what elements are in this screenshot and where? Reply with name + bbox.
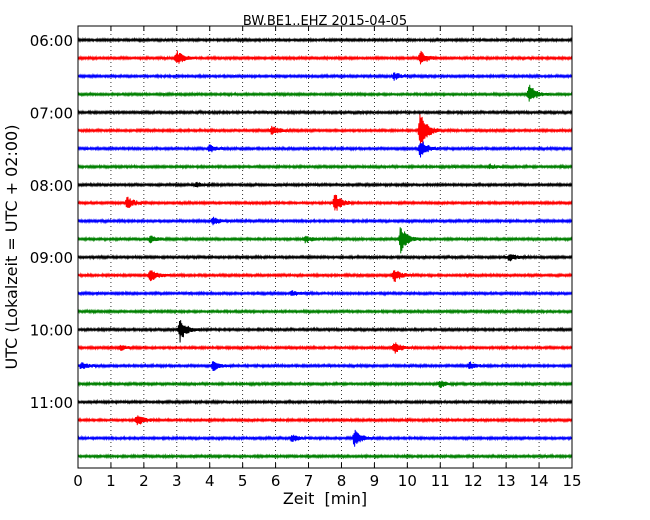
trace-1000 <box>77 320 573 343</box>
x-tick-label: 3 <box>172 472 182 490</box>
x-tick-label: 5 <box>238 472 248 490</box>
trace-0815 <box>77 194 573 211</box>
y-tick-label: 06:00 <box>30 32 73 50</box>
x-tick-label: 1 <box>106 472 116 490</box>
x-tick-label: 11 <box>431 472 450 490</box>
trace-0730 <box>77 141 573 158</box>
trace-0645 <box>77 84 573 102</box>
trace-1145 <box>77 453 573 460</box>
x-axis: 0 1 2 3 4 5 6 7 8 9 10 11 12 13 14 15 <box>73 26 582 490</box>
y-tick-label: 08:00 <box>30 177 73 195</box>
x-tick-label: 13 <box>497 472 516 490</box>
grid <box>110 26 540 468</box>
trace-0945 <box>77 308 573 315</box>
x-tick-label: 9 <box>370 472 380 490</box>
trace-0615 <box>77 50 573 65</box>
trace-0900 <box>77 253 573 262</box>
trace-0700 <box>77 109 573 116</box>
trace-group <box>77 36 573 460</box>
x-tick-label: 10 <box>398 472 417 490</box>
trace-0600 <box>77 36 573 44</box>
trace-0800 <box>77 181 573 189</box>
y-tick-label: 07:00 <box>30 104 73 122</box>
x-tick-label: 0 <box>73 472 83 490</box>
chart-title: BW.BE1..EHZ 2015-04-05 <box>243 14 407 29</box>
trace-0630 <box>77 72 573 81</box>
trace-1030 <box>77 361 573 372</box>
x-tick-label: 12 <box>464 472 483 490</box>
trace-0915 <box>77 270 573 282</box>
x-axis-label: Zeit [min] <box>283 489 367 508</box>
trace-1130 <box>77 429 573 447</box>
trace-1100 <box>77 398 573 406</box>
trace-0845 <box>77 227 573 254</box>
x-tick-label: 8 <box>337 472 347 490</box>
y-tick-label: 11:00 <box>30 394 73 412</box>
trace-1045 <box>77 380 573 389</box>
x-tick-label: 14 <box>530 472 549 490</box>
trace-1115 <box>77 415 573 426</box>
trace-1015 <box>77 342 573 354</box>
x-tick-label: 6 <box>271 472 281 490</box>
x-tick-label: 15 <box>562 472 581 490</box>
y-tick-label: 09:00 <box>30 249 73 267</box>
y-tick-label: 10:00 <box>30 322 73 340</box>
x-tick-label: 2 <box>139 472 149 490</box>
y-axis-label: UTC (Lokalzeit = UTC + 02:00) <box>2 125 21 370</box>
y-axis: 06:00 07:00 08:00 09:00 10:00 11:00 <box>30 32 572 412</box>
trace-0830 <box>77 216 573 226</box>
x-tick-label: 4 <box>205 472 215 490</box>
trace-0930 <box>77 290 573 297</box>
trace-0745 <box>77 163 573 170</box>
x-tick-label: 7 <box>304 472 314 490</box>
plot-frame <box>77 25 573 469</box>
trace-0715 <box>77 114 573 147</box>
